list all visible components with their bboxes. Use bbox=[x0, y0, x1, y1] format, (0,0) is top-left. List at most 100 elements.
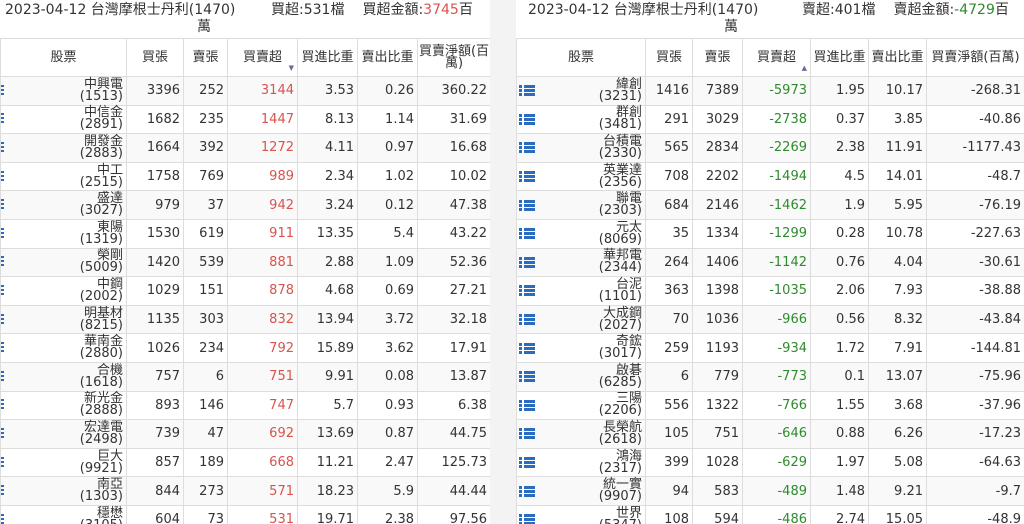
stock-link[interactable]: 鴻海 (2317) bbox=[599, 450, 645, 475]
list-icon[interactable] bbox=[1, 399, 4, 412]
list-icon[interactable] bbox=[519, 371, 535, 383]
stock-link[interactable]: 世界(5347) bbox=[599, 507, 645, 524]
list-icon[interactable] bbox=[1, 456, 4, 469]
stock-link[interactable]: 台泥 (1101) bbox=[599, 278, 645, 303]
col-stock[interactable]: 股票 bbox=[516, 38, 646, 77]
stock-cell[interactable]: 奇鋐 (3017) bbox=[516, 333, 646, 363]
list-icon[interactable] bbox=[519, 285, 535, 297]
list-icon[interactable] bbox=[1, 342, 4, 355]
list-icon[interactable] bbox=[519, 457, 535, 469]
col-buy-ratio[interactable]: 買進比重 bbox=[297, 38, 358, 77]
stock-cell[interactable]: 東陽 (1319) bbox=[0, 218, 127, 249]
stock-link[interactable]: 新光金 (2888) bbox=[80, 392, 126, 417]
col-sell-ratio[interactable]: 賣出比重 bbox=[357, 38, 418, 77]
col-sell-ratio[interactable]: 賣出比重 bbox=[868, 38, 927, 77]
list-icon[interactable] bbox=[519, 199, 535, 211]
list-icon[interactable] bbox=[1, 370, 4, 383]
stock-cell[interactable]: 華南金 (2880) bbox=[0, 333, 127, 363]
list-icon[interactable] bbox=[1, 513, 4, 524]
stock-link[interactable]: 群創 (3481) bbox=[599, 106, 645, 131]
col-net[interactable]: 買賣超 ▲ bbox=[742, 38, 811, 77]
col-buy-ratio[interactable]: 買進比重 bbox=[810, 38, 869, 77]
stock-link[interactable]: 英業達 (2356) bbox=[599, 164, 645, 189]
stock-cell[interactable]: 統一實 (9907) bbox=[516, 476, 646, 506]
list-icon[interactable] bbox=[519, 85, 535, 97]
stock-link[interactable]: 巨大 (9921) bbox=[80, 450, 126, 475]
stock-cell[interactable]: 聯電 (2303) bbox=[516, 190, 646, 220]
stock-link[interactable]: 宏達電 (2498) bbox=[80, 421, 126, 446]
stock-cell[interactable]: 群創 (3481) bbox=[516, 104, 646, 135]
stock-cell[interactable]: 中興電 (1513) bbox=[0, 76, 127, 106]
stock-cell[interactable]: 鴻海 (2317) bbox=[516, 447, 646, 478]
stock-link[interactable]: 中信金 (2891) bbox=[80, 106, 126, 131]
stock-cell[interactable]: 合機 (1618) bbox=[0, 361, 127, 392]
list-icon[interactable] bbox=[519, 485, 535, 497]
list-icon[interactable] bbox=[1, 113, 4, 126]
stock-link[interactable]: 開發金 (2883) bbox=[80, 135, 126, 160]
stock-cell[interactable]: 宏達電 (2498) bbox=[0, 419, 127, 449]
stock-link[interactable]: 東陽 (1319) bbox=[80, 221, 126, 246]
stock-link[interactable]: 啟碁 (6285) bbox=[599, 364, 645, 389]
stock-link[interactable]: 盛達 (3027) bbox=[80, 192, 126, 217]
list-icon[interactable] bbox=[1, 256, 4, 269]
list-icon[interactable] bbox=[1, 84, 4, 97]
stock-cell[interactable]: 開發金 (2883) bbox=[0, 133, 127, 163]
stock-cell[interactable]: 華邦電 (2344) bbox=[516, 247, 646, 278]
stock-cell[interactable]: 台積電 (2330) bbox=[516, 133, 646, 163]
stock-cell[interactable]: 中信金 (2891) bbox=[0, 104, 127, 135]
stock-link[interactable]: 統一實 (9907) bbox=[599, 478, 645, 503]
stock-cell[interactable]: 穩懋(3105) bbox=[0, 504, 127, 524]
stock-cell[interactable]: 啟碁 (6285) bbox=[516, 361, 646, 392]
list-icon[interactable] bbox=[519, 256, 535, 268]
stock-cell[interactable]: 中鋼 (2002) bbox=[0, 276, 127, 306]
list-icon[interactable] bbox=[1, 427, 4, 440]
stock-cell[interactable]: 三陽 (2206) bbox=[516, 390, 646, 421]
stock-link[interactable]: 榮剛 (5009) bbox=[80, 249, 126, 274]
stock-link[interactable]: 奇鋐 (3017) bbox=[599, 335, 645, 360]
list-icon[interactable] bbox=[1, 227, 4, 240]
stock-link[interactable]: 南亞 (1303) bbox=[80, 478, 126, 503]
stock-link[interactable]: 大成鋼 (2027) bbox=[599, 307, 645, 332]
list-icon[interactable] bbox=[519, 514, 535, 524]
stock-link[interactable]: 台積電 (2330) bbox=[599, 135, 645, 160]
list-icon[interactable] bbox=[519, 399, 535, 411]
stock-link[interactable]: 華南金 (2880) bbox=[80, 335, 126, 360]
stock-cell[interactable]: 新光金 (2888) bbox=[0, 390, 127, 421]
list-icon[interactable] bbox=[519, 113, 535, 125]
list-icon[interactable] bbox=[1, 199, 4, 212]
col-net-amount[interactable]: 買賣淨額(百萬) bbox=[926, 38, 1024, 77]
list-icon[interactable] bbox=[1, 170, 4, 183]
list-icon[interactable] bbox=[519, 342, 535, 354]
col-sell[interactable]: 賣張 bbox=[183, 38, 228, 77]
stock-link[interactable]: 穩懋(3105) bbox=[80, 507, 126, 524]
stock-link[interactable]: 聯電 (2303) bbox=[599, 192, 645, 217]
stock-cell[interactable]: 南亞 (1303) bbox=[0, 476, 127, 506]
stock-cell[interactable]: 英業達 (2356) bbox=[516, 161, 646, 192]
stock-cell[interactable]: 盛達 (3027) bbox=[0, 190, 127, 220]
stock-cell[interactable]: 明基材 (8215) bbox=[0, 304, 127, 335]
list-icon[interactable] bbox=[519, 142, 535, 154]
stock-link[interactable]: 中興電 (1513) bbox=[80, 78, 126, 103]
stock-cell[interactable]: 長榮航 (2618) bbox=[516, 419, 646, 449]
col-stock[interactable]: 股票 bbox=[0, 38, 127, 77]
col-buy[interactable]: 買張 bbox=[645, 38, 693, 77]
col-buy[interactable]: 買張 bbox=[126, 38, 184, 77]
stock-cell[interactable]: 緯創 (3231) bbox=[516, 76, 646, 106]
stock-cell[interactable]: 台泥 (1101) bbox=[516, 276, 646, 306]
col-net-amount[interactable]: 買賣淨額(百萬) bbox=[417, 38, 490, 77]
stock-cell[interactable]: 榮剛 (5009) bbox=[0, 247, 127, 278]
list-icon[interactable] bbox=[1, 485, 4, 498]
stock-cell[interactable]: 中工 (2515) bbox=[0, 161, 127, 192]
stock-link[interactable]: 三陽 (2206) bbox=[599, 392, 645, 417]
list-icon[interactable] bbox=[519, 171, 535, 183]
list-icon[interactable] bbox=[519, 428, 535, 440]
stock-cell[interactable]: 大成鋼 (2027) bbox=[516, 304, 646, 335]
list-icon[interactable] bbox=[1, 313, 4, 326]
list-icon[interactable] bbox=[519, 228, 535, 240]
col-net[interactable]: 買賣超 ▼ bbox=[227, 38, 298, 77]
col-sell[interactable]: 賣張 bbox=[692, 38, 743, 77]
stock-link[interactable]: 明基材 (8215) bbox=[80, 307, 126, 332]
list-icon[interactable] bbox=[1, 141, 4, 154]
stock-cell[interactable]: 元太 (8069) bbox=[516, 218, 646, 249]
stock-link[interactable]: 中工 (2515) bbox=[80, 164, 126, 189]
